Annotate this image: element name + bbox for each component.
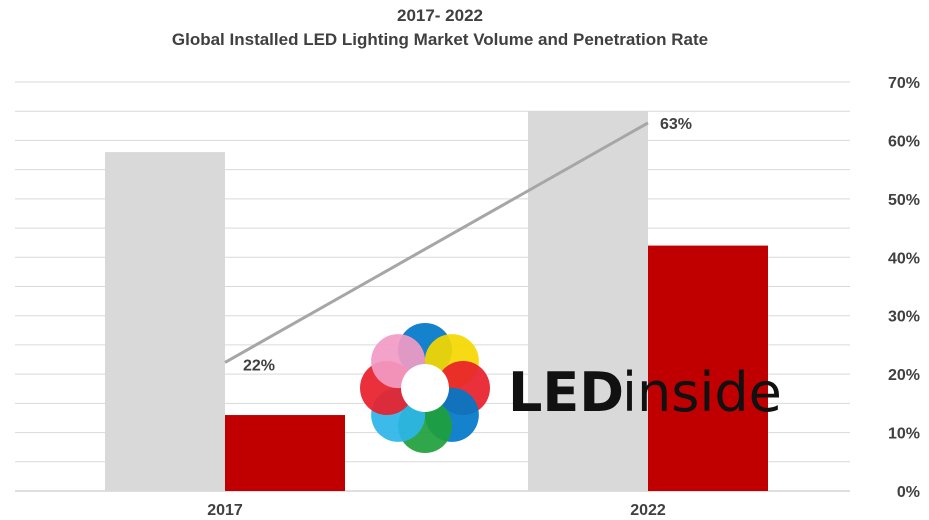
x-tick-label: 2017 xyxy=(207,502,243,519)
y-tick-label: 20% xyxy=(888,367,920,384)
y-axis-tick-labels: 0% 10% 20% 30% 40% 50% 60% 70% xyxy=(888,75,920,501)
bar-red-2022 xyxy=(648,245,768,491)
penetration-data-label: 63% xyxy=(660,116,692,133)
bar-grey-2017 xyxy=(105,152,225,491)
x-axis-tick-labels: 2017 2022 xyxy=(207,502,666,519)
y-tick-label: 30% xyxy=(888,309,920,326)
chart-title-line-1: 2017- 2022 xyxy=(396,6,484,25)
y-tick-label: 60% xyxy=(888,133,920,150)
logo-center xyxy=(401,364,449,412)
bar-red-2017 xyxy=(225,415,345,491)
y-tick-label: 0% xyxy=(897,484,920,501)
chart-title-line-2: Global Installed LED Lighting Market Vol… xyxy=(171,30,709,49)
logo-text-inside: inside xyxy=(622,361,782,424)
penetration-line-path xyxy=(224,121,649,364)
x-tick-label: 2022 xyxy=(630,502,666,519)
y-tick-label: 50% xyxy=(888,192,920,209)
logo-text-led: LED xyxy=(508,361,624,424)
y-tick-label: 10% xyxy=(888,426,920,443)
bar-grey-2022 xyxy=(528,111,648,491)
bars xyxy=(105,111,768,491)
penetration-data-label: 22% xyxy=(243,357,275,374)
y-tick-label: 70% xyxy=(888,75,920,92)
y-tick-label: 40% xyxy=(888,250,920,267)
penetration-line: 22% 63% xyxy=(224,116,692,374)
